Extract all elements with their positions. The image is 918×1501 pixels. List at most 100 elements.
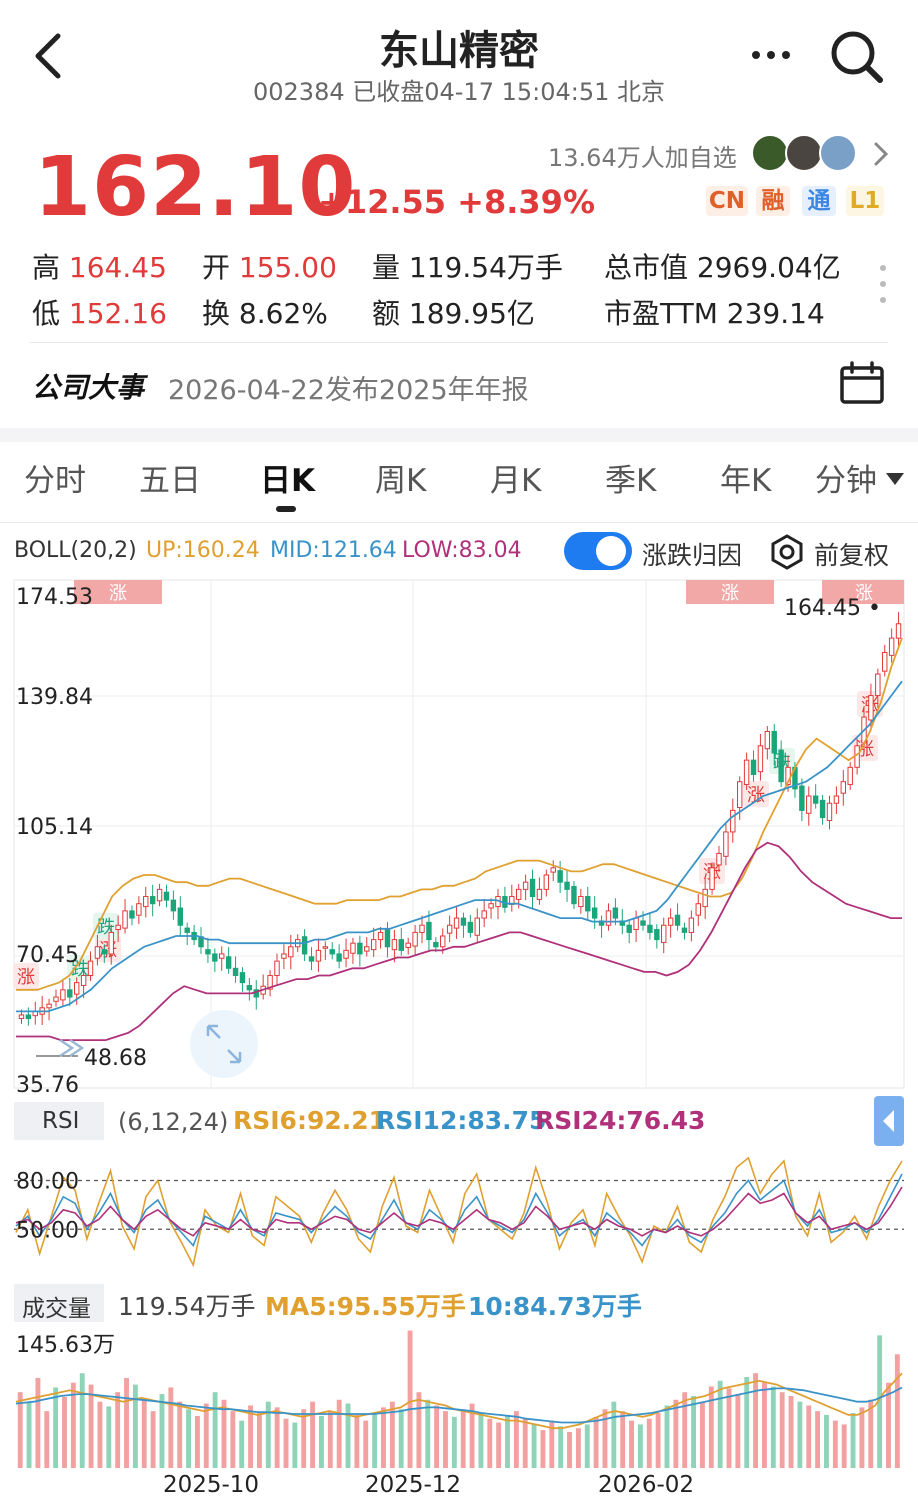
volume-bar [372,1413,378,1468]
candle-body [232,967,239,976]
candle-body [730,809,736,833]
volume-bar [97,1401,103,1468]
tab-intraday[interactable]: 分时 [24,463,86,499]
candle-body [80,974,87,987]
volume-bar [17,1392,23,1468]
tab-five-day[interactable]: 五日 [139,463,201,499]
candle-body [536,888,543,900]
more-options-icon[interactable] [748,40,794,70]
volume-bar [664,1405,670,1468]
stat-market-cap: 总市值 2969.04亿 [604,251,841,284]
volume-bar [301,1409,307,1468]
candle-body [716,852,722,866]
candle-body [115,924,121,931]
volume-bar [868,1399,874,1468]
tab-minute[interactable]: 分钟 [815,463,877,499]
volume-bar [496,1422,502,1468]
rsi6-value: RSI6:92.21 [233,1106,387,1135]
tab-weekly-k[interactable]: 周K [375,463,427,499]
volume-bar [522,1418,528,1468]
candle-body [205,949,211,955]
volume-bar [762,1382,767,1468]
candle-body [647,924,653,933]
collapse-panel-icon[interactable] [874,1096,904,1146]
volume-bar [815,1411,821,1468]
chevron-down-icon[interactable] [884,470,906,488]
volume-bar [425,1399,431,1468]
candle-body [301,936,308,955]
volume-label[interactable]: 成交量 [22,1296,91,1322]
badge-cn: CN [706,186,748,216]
chart-period-tabs: 分时 五日 日K 周K 月K 季K 年K 分钟 [0,455,918,511]
chevron-right-icon[interactable] [868,140,894,168]
candle-body [267,974,273,990]
boll-label[interactable]: BOLL(20,2) [14,538,137,563]
volume-bar [726,1388,732,1468]
expand-stats-icon[interactable] [876,262,890,306]
rsi6-line [15,1156,903,1268]
volume-bar [26,1401,32,1468]
max-price-annotation: 164.45 • [784,596,881,621]
company-events-title[interactable]: 公司大事 [32,371,145,404]
volume-bar [88,1384,94,1468]
candle-body [384,929,391,948]
volume-bar [106,1406,112,1468]
stat-pe-ttm: 市盈TTM 239.14 [604,297,825,330]
volume-bar [256,1413,262,1468]
candle-body [122,910,128,929]
volume-bar [611,1401,617,1468]
volume-bar [770,1386,776,1468]
search-icon[interactable] [826,26,886,86]
volume-bar [673,1399,679,1468]
volume-bar [62,1396,67,1468]
follower-avatars[interactable] [750,131,862,175]
volume-bar [265,1401,271,1468]
back-arrow-icon[interactable] [28,30,72,82]
toggle-knob [596,536,626,566]
volume-bar [194,1415,200,1468]
rsi-label[interactable]: RSI [42,1108,80,1134]
candle-body [474,917,480,936]
candle-body [557,870,563,883]
candle-body [806,795,812,814]
badge-connect: 通 [802,186,836,216]
company-event-text[interactable]: 2026-04-22发布2025年年报 [168,375,529,406]
stock-chart[interactable]: 涨跌涨跌涨涨跌涨涨涨涨涨 174.53139.84105.1470.4535.7… [0,578,918,1501]
candle-body [564,881,570,890]
min-price-annotation: 48.68 [84,1046,147,1071]
settings-hex-icon[interactable] [768,533,806,571]
last-price: 162.10 [34,140,357,235]
tab-monthly-k[interactable]: 月K [490,463,542,499]
boll-up-line [16,637,903,991]
candle-body [667,917,674,926]
volume-bar [79,1373,85,1468]
candle-body [571,885,577,905]
volume-bar [655,1413,661,1468]
followers-count[interactable]: 13.64万人加自选 [548,144,737,172]
tab-quarterly-k[interactable]: 季K [605,463,657,499]
candle-body [612,907,619,919]
tab-daily-k[interactable]: 日K [260,463,316,499]
tab-yearly-k[interactable]: 年K [720,463,772,499]
event-tag-box [13,963,39,989]
y-tick-label: 70.45 [16,943,79,968]
page-title: 东山精密 [379,28,539,74]
candle-body [626,924,632,933]
candle-body [73,982,80,995]
volume-bar [558,1426,564,1468]
volume-selector[interactable] [14,1284,104,1322]
adjust-mode-label[interactable]: 前复权 [814,541,890,570]
candle-body [370,939,377,951]
rsi24-value: RSI24:76.43 [535,1106,706,1135]
candle-body [225,956,232,969]
candle-body [446,924,453,934]
volume-bar [850,1413,856,1468]
candle-body [329,949,335,955]
volume-bar [398,1409,404,1468]
event-tag-label: 涨 [856,739,874,760]
calendar-icon[interactable] [838,360,886,406]
volume-bar [115,1392,121,1468]
rsi-selector[interactable] [14,1102,104,1140]
volume-bar [132,1384,138,1468]
candle-body [315,949,322,962]
